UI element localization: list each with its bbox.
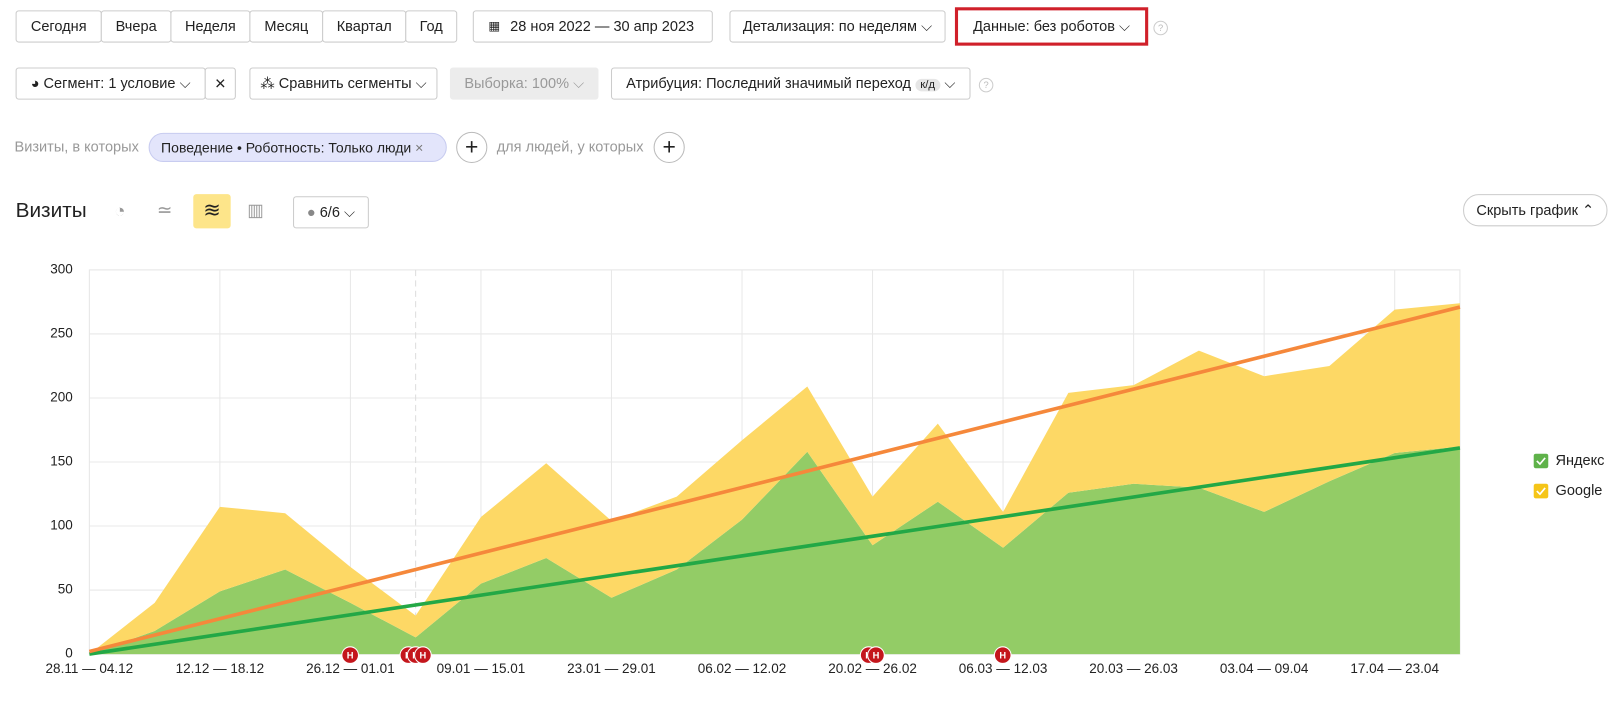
- event-marker-label: Н: [347, 651, 354, 661]
- attribution-badge: к/д: [915, 78, 941, 92]
- filter-chip-text: Поведение • Роботность: Только люди: [161, 140, 412, 156]
- period-button[interactable]: Сегодня: [15, 10, 102, 43]
- period-button[interactable]: Месяц: [249, 10, 324, 43]
- event-marker-label: Н: [873, 651, 880, 661]
- period-button[interactable]: Неделя: [170, 10, 251, 43]
- bar-view-icon[interactable]: ▥: [247, 200, 264, 221]
- attribution-dropdown[interactable]: Атрибуция: Последний значимый переход к/…: [610, 67, 971, 100]
- event-marker-label: Н: [999, 651, 1006, 661]
- detail-dropdown[interactable]: Детализация: по неделям ⌵: [729, 10, 946, 43]
- sample-dropdown: Выборка: 100% ⌵: [449, 67, 599, 100]
- y-tick-label: 250: [50, 326, 73, 341]
- date-text: 28 ноя 2022 — 30 апр 2023: [510, 17, 695, 35]
- chart: 0 50 100 150 200 250 300 28.11 — 04.12 12.12 — 1…: [46, 261, 1605, 676]
- x-tick-label: 09.01 — 15.01: [437, 661, 526, 676]
- x-tick-label: 20.02 — 26.02: [828, 661, 917, 676]
- y-tick-label: 300: [50, 261, 73, 276]
- data-filter-text: Данные: без роботов: [973, 17, 1115, 35]
- segment-dropdown[interactable]: ◕ Сегмент: 1 условие ⌵: [15, 67, 206, 100]
- chart-title: Визиты: [15, 199, 87, 223]
- event-marker-bg: [414, 646, 432, 664]
- event-marker[interactable]: Н: [341, 646, 360, 664]
- x-tick-label: 23.01 — 29.01: [567, 661, 656, 676]
- segment-clear[interactable]: ×: [204, 67, 236, 100]
- segment-text: Сегмент: 1 условие: [43, 74, 176, 92]
- calendar-icon: ▦: [488, 18, 501, 34]
- hide-chart-text: Скрыть график: [1476, 201, 1578, 219]
- legend-label: Яндекс: [1556, 453, 1605, 469]
- x-tick-label: 12.12 — 18.12: [176, 661, 265, 676]
- x-tick-label: 28.11 — 04.12: [46, 661, 134, 676]
- data-filter-dropdown[interactable]: Данные: без роботов ⌵: [954, 7, 1149, 46]
- add-filter[interactable]: +: [456, 131, 488, 163]
- trend-line: [88, 305, 1461, 654]
- detail-text: Детализация: по неделям: [742, 17, 918, 35]
- y-tick-label: 150: [50, 454, 73, 469]
- y-tick-label: 0: [65, 646, 73, 661]
- event-marker[interactable]: Н: [414, 646, 432, 664]
- area-view-icon[interactable]: ≋: [193, 194, 231, 229]
- attribution-text: Атрибуция: Последний значимый переход: [626, 74, 911, 92]
- x-tick-label: 20.03 — 26.03: [1089, 661, 1178, 676]
- legend-check: [1536, 457, 1546, 466]
- sample-text: Выборка: 100%: [464, 74, 570, 92]
- event-marker-bg: [341, 646, 360, 664]
- y-tick-label: 100: [50, 518, 73, 533]
- line-view-icon[interactable]: ≃: [156, 199, 173, 221]
- event-marker-bg: [993, 646, 1012, 664]
- date-range[interactable]: ▦ 28 ноя 2022 — 30 апр 2023: [472, 10, 713, 43]
- comments-dropdown[interactable]: ● 6/6 ⌵: [293, 196, 369, 229]
- x-tick-label: 06.03 — 12.03: [959, 661, 1048, 676]
- help-icon[interactable]: ?: [978, 77, 994, 93]
- filter-chip[interactable]: Поведение • Роботность: Только люди ×: [148, 132, 447, 162]
- legend-label: Google: [1556, 483, 1603, 499]
- period-button[interactable]: Квартал: [322, 10, 407, 43]
- compare-text: Сравнить сегменты: [278, 74, 412, 92]
- legend-swatch: [1533, 453, 1549, 469]
- hide-chart-button[interactable]: Скрыть график ⌃: [1463, 194, 1608, 227]
- event-marker[interactable]: Н: [867, 646, 885, 664]
- comments-count: 6/6: [319, 203, 340, 221]
- period-button[interactable]: Год: [405, 10, 458, 43]
- event-marker[interactable]: Н: [993, 646, 1012, 664]
- legend-item[interactable]: Google: [1533, 483, 1603, 499]
- x-tick-label: 06.02 — 12.02: [698, 661, 787, 676]
- filter-suffix: для людей, у которых: [496, 138, 644, 155]
- filter-prefix: Визиты, в которых: [14, 138, 139, 155]
- legend-item[interactable]: Яндекс: [1533, 453, 1605, 469]
- event-marker-label: Н: [420, 651, 427, 661]
- add-filter[interactable]: +: [653, 131, 685, 163]
- event-marker-bg: [867, 646, 885, 664]
- legend-swatch: [1533, 483, 1549, 499]
- compare-dropdown[interactable]: ⁂ Сравнить сегменты ⌵: [249, 67, 438, 100]
- legend-check: [1536, 487, 1546, 496]
- pie-view-icon[interactable]: ◔: [114, 200, 126, 222]
- y-tick-label: 50: [58, 582, 73, 597]
- period-button[interactable]: Вчера: [100, 10, 172, 43]
- x-tick-label: 26.12 — 01.01: [306, 661, 395, 676]
- comment-icon: ●: [306, 203, 316, 221]
- x-tick-label: 03.04 — 09.04: [1220, 661, 1309, 676]
- x-tick-label: 17.04 — 23.04: [1350, 661, 1439, 676]
- help-icon[interactable]: ?: [1153, 20, 1168, 36]
- y-tick-label: 200: [50, 390, 73, 405]
- trend-line: [89, 446, 1461, 656]
